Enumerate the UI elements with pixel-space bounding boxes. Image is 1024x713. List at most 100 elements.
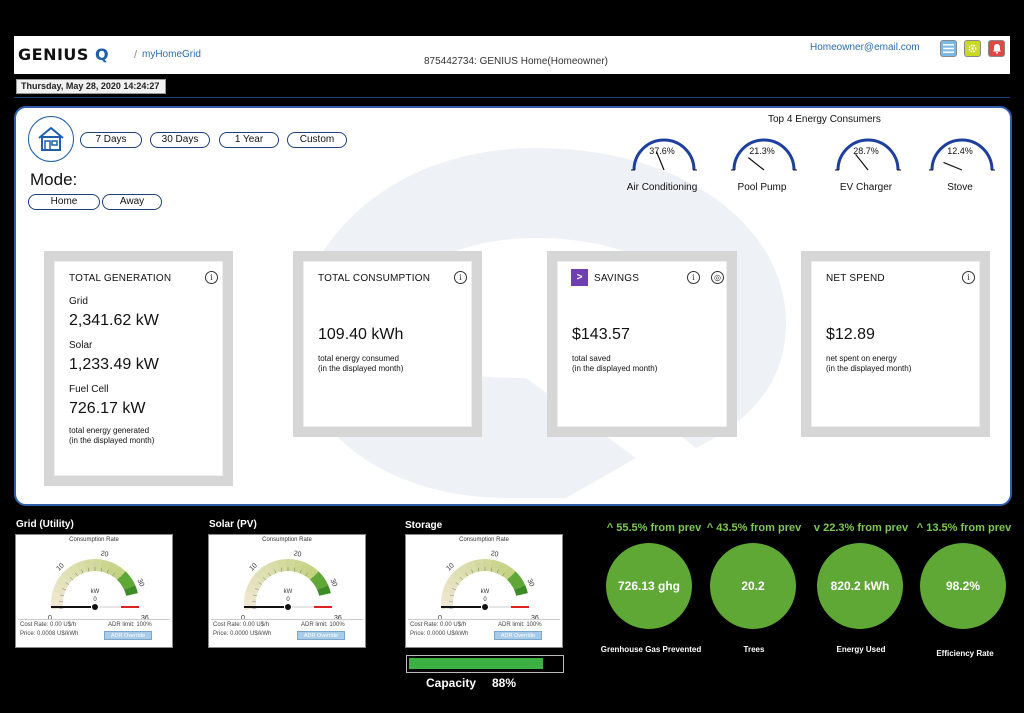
info-icon[interactable]: i [454,271,467,284]
adr-override-button[interactable]: ADR Override [494,631,542,640]
account-info: 875442734: GENIUS Home(Homeowner) [424,56,608,67]
range-7-days-button[interactable]: 7 Days [80,132,142,148]
consumer-percent: 12.4% [947,146,973,156]
meter-band [304,565,319,580]
meter-minor-tick [59,607,64,609]
top-consumers-title: Top 4 Energy Consumers [768,114,881,125]
gauge-arc [930,138,994,171]
meter-minor-tick [449,607,454,609]
meter-hub [482,604,488,610]
meter-minor-tick [452,588,456,591]
meter-max-label: 36 [531,615,539,619]
range-custom-button[interactable]: Custom [287,132,347,148]
meter-band [253,569,268,584]
meter-band [83,559,93,573]
meter-band [482,559,492,572]
meter-minor-tick [314,582,318,585]
rate-title: Consumption Rate [459,537,509,543]
meter-band [106,561,119,576]
meter-minor-tick [471,569,474,574]
info-icon[interactable]: i [687,271,700,284]
divider [211,619,363,620]
meter-band [67,563,81,579]
summary-panel: 7 Days 30 Days 1 Year Custom Mode: Home … [14,106,1012,506]
info-icon[interactable]: i [962,271,975,284]
meter-band [441,591,455,602]
note-line: (in the displayed month) [826,364,912,373]
note-line: (in the displayed month) [69,436,155,445]
card-note: total energy consumed (in the displayed m… [318,354,403,374]
logo-mark: Q [95,45,110,64]
price: Price: 0.0008 U$/kWh [20,631,79,637]
storage-meter: Consumption Rate 10 20 30 0 36 kW 0 Cost Rate:… [405,534,563,648]
divider [18,619,170,620]
house-icon[interactable] [28,116,74,162]
energy-used-circle: 820.2 kWh [817,543,903,629]
bell-icon[interactable] [988,40,1005,57]
range-30-days-button[interactable]: 30 Days [150,132,210,148]
card-note: total saved (in the displayed month) [572,354,657,374]
grid-meter-title: Grid (Utility) [16,519,74,530]
meter-min-label: 0 [241,615,245,619]
meter-minor-tick [252,594,257,597]
info-icon[interactable]: i [205,271,218,284]
range-1-year-button[interactable]: 1 Year [219,132,279,148]
gauge-arc [632,138,696,171]
logo-separator: / [134,49,138,61]
gauge-needle [943,161,963,171]
fuel-cell-label: Fuel Cell [69,384,109,395]
meter-band [55,575,71,589]
meter-band [111,565,126,580]
meter-band [496,561,509,576]
adr-override-button[interactable]: ADR Override [297,631,345,640]
meter-minor-tick [255,588,259,591]
trees-circle: 20.2 [710,543,796,629]
meter-minor-tick [465,572,468,577]
mode-home-button[interactable]: Home [28,194,100,210]
meter-band [124,585,138,596]
meter-minor-tick [455,582,459,585]
meter-minor-tick [121,582,125,585]
meter-min-label: 0 [48,615,52,619]
card-title: TOTAL GENERATION [69,273,172,284]
mode-away-button[interactable]: Away [102,194,162,210]
meter-tick-label: 10 [248,562,259,573]
meter-hub [92,604,98,610]
lifebuoy-icon[interactable]: ◎ [711,271,724,284]
cost-rate: Cost Rate: 0.00 U$/h [20,622,77,628]
meter-minor-tick [496,569,499,574]
meter-minor-tick [106,569,109,574]
price: Price: 0.0000 U$/kWh [410,631,469,637]
meter-band [60,569,75,584]
adr-override-button[interactable]: ADR Override [104,631,152,640]
gear-icon[interactable] [964,40,981,57]
stat-change: ^ 43.5% from prev [706,522,802,534]
meter-band [285,559,295,572]
stat-change: v 22.3% from prev [813,522,909,534]
meter-unit: kW [284,589,293,595]
genius-logo[interactable]: GENIUS Q [18,45,109,64]
note-line: (in the displayed month) [572,364,658,373]
meter-band [292,559,304,573]
meter-minor-tick [449,594,454,597]
consumer-label: EV Charger [839,182,893,193]
capacity-value: 88% [492,676,517,690]
consumer-percent: 37.6% [649,146,675,156]
rate-title: Consumption Rate [69,537,119,543]
meter-unit: kW [481,589,490,595]
consumer-label: Pool Pump [737,182,787,193]
consumer-gauge: 12.4% Stove [926,132,1010,198]
current-datetime: Thursday, May 28, 2020 14:24:27 [16,79,166,94]
user-email-link[interactable]: Homeowner@email.com [810,42,920,53]
gauge-arc-icon [731,138,797,171]
meter-minor-tick [124,588,128,591]
meter-minor-tick [62,588,66,591]
meter-band [51,591,65,602]
meter-minor-tick [274,569,277,574]
solar-meter-title: Solar (PV) [209,519,257,530]
meter-band [245,583,260,595]
meter-band [244,591,258,602]
menu-icon[interactable] [940,40,957,57]
meter-band [52,583,67,595]
solar-value: 1,233.49 kW [69,356,159,373]
